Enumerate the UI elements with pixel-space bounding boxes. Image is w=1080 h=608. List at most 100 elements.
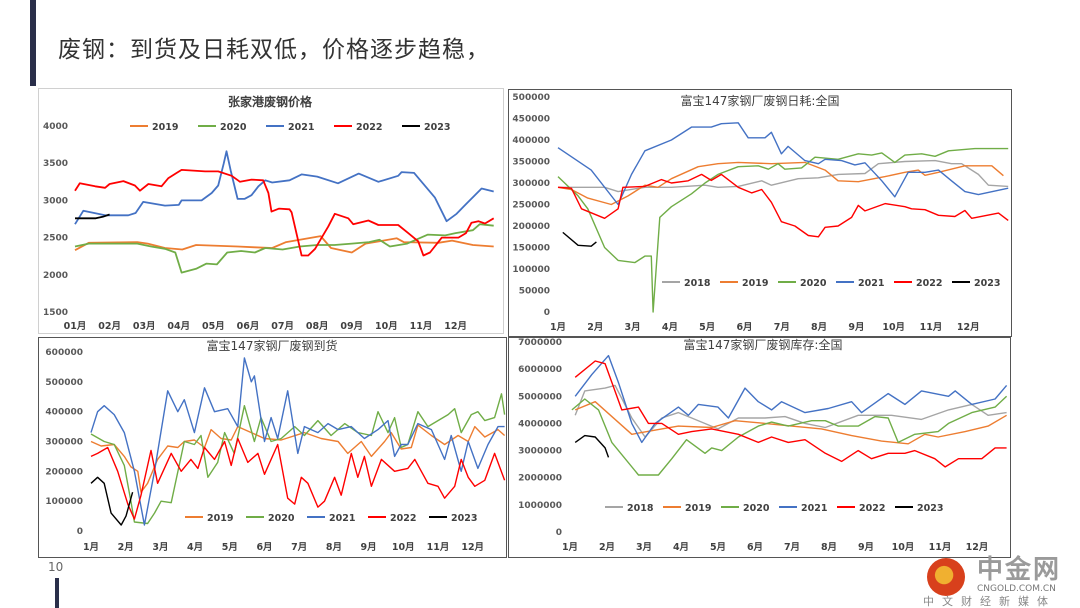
x-tick-label: 4月 [187, 542, 203, 553]
y-tick-label: 400000 [512, 136, 550, 146]
legend-label-2023: 2023 [424, 122, 450, 133]
legend-label-2020: 2020 [743, 503, 770, 514]
series-line-2019 [574, 401, 1007, 445]
chart-3: 富宝147家钢厂废钢库存:全国 0 1000000 2000000 3000000 400… [518, 337, 1008, 553]
x-tick-label: 08月 [306, 321, 329, 332]
y-tick-label: 350000 [512, 158, 550, 168]
watermark-brand: 中金网 [977, 555, 1062, 585]
series-line-2023 [75, 213, 110, 220]
x-tick-label: 01月 [64, 321, 87, 332]
series-line-2023 [574, 434, 610, 458]
legend-label-2018: 2018 [627, 503, 654, 514]
x-tick-label: 5月 [222, 542, 238, 553]
legend-label-2019: 2019 [207, 513, 233, 524]
series-line-2022 [557, 173, 1009, 238]
series-line-2021 [90, 357, 505, 526]
y-tick-label: 450000 [512, 115, 550, 125]
x-tick-label: 8月 [326, 542, 342, 553]
page-number: 10 [48, 560, 64, 574]
y-tick-label: 2000 [43, 271, 68, 281]
y-tick-label: 500000 [45, 378, 83, 388]
chart-frame-daily-consumption [508, 89, 1012, 337]
slide-title: 废钢：到货及日耗双低，价格逐步趋稳， [58, 37, 490, 63]
legend-label-2021: 2021 [288, 122, 314, 133]
y-tick-label: 400000 [45, 408, 83, 418]
legend-label-2021: 2021 [858, 278, 884, 289]
x-tick-label: 3月 [636, 542, 652, 553]
cngold-logo-icon [927, 558, 965, 596]
x-tick-label: 9月 [361, 542, 377, 553]
chart-title: 富宝147家钢厂废钢到货 [207, 338, 338, 353]
y-tick-label: 3000000 [518, 447, 562, 457]
y-tick-label: 1000000 [518, 501, 562, 511]
x-tick-label: 1月 [550, 322, 566, 333]
x-tick-label: 2月 [587, 322, 603, 333]
x-tick-label: 12月 [461, 542, 484, 553]
x-tick-label: 6月 [736, 322, 752, 333]
y-tick-label: 500000 [512, 93, 550, 103]
watermark-url: CNGOLD.COM.CN [977, 584, 1056, 594]
y-tick-label: 250000 [512, 201, 550, 211]
y-tick-label: 7000000 [518, 338, 562, 348]
legend-label-2022: 2022 [859, 503, 885, 514]
x-tick-label: 10月 [882, 322, 905, 333]
y-tick-label: 2500 [43, 234, 68, 244]
page-number-bar [55, 578, 59, 608]
x-tick-label: 04月 [167, 321, 190, 332]
x-tick-label: 8月 [811, 322, 827, 333]
x-tick-label: 11月 [427, 542, 450, 553]
y-tick-label: 1500 [43, 308, 68, 318]
x-tick-label: 2月 [118, 542, 134, 553]
x-tick-label: 7月 [784, 542, 800, 553]
legend-label-2023: 2023 [451, 513, 477, 524]
x-tick-label: 10月 [892, 542, 915, 553]
legend-label-2019: 2019 [742, 278, 768, 289]
y-tick-label: 300000 [512, 179, 550, 189]
x-tick-label: 4月 [673, 542, 689, 553]
chart-2: 富宝147家钢厂废钢到货 0 100000 200000 300000 400000 500… [45, 338, 506, 553]
chart-title: 富宝147家钢厂废钢库存:全国 [684, 337, 843, 352]
y-tick-label: 4000000 [518, 419, 562, 429]
x-tick-label: 12月 [444, 321, 467, 332]
x-tick-label: 12月 [957, 322, 980, 333]
x-tick-label: 6月 [747, 542, 763, 553]
x-tick-label: 10月 [392, 542, 415, 553]
series-line-2019 [74, 235, 494, 254]
x-tick-label: 12月 [966, 542, 989, 553]
watermark: 中金网 CNGOLD.COM.CN 中文财经新媒体 [915, 557, 1080, 608]
x-tick-label: 1月 [83, 542, 99, 553]
chart-title: 富宝147家钢厂废钢日耗:全国 [681, 93, 840, 108]
y-tick-label: 300000 [45, 438, 83, 448]
x-tick-label: 8月 [821, 542, 837, 553]
series-line-2021 [574, 354, 1008, 444]
series-line-2021 [74, 150, 494, 225]
y-tick-label: 200000 [45, 467, 83, 477]
legend-label-2020: 2020 [268, 513, 295, 524]
series-line-2018 [574, 384, 1007, 438]
x-tick-label: 07月 [271, 321, 294, 332]
x-tick-label: 1月 [562, 542, 578, 553]
x-tick-label: 9月 [858, 542, 874, 553]
y-tick-label: 0 [556, 528, 562, 538]
y-tick-label: 50000 [519, 287, 550, 297]
legend-label-2022: 2022 [356, 122, 382, 133]
series-line-2019 [90, 424, 506, 493]
legend-label-2023: 2023 [917, 503, 943, 514]
chart-1: 富宝147家钢厂废钢日耗:全国 0 50000 100000 150000 200000 2… [512, 93, 1009, 333]
x-tick-label: 11月 [410, 321, 433, 332]
y-tick-label: 0 [77, 527, 83, 537]
y-tick-label: 150000 [512, 244, 550, 254]
x-tick-label: 06月 [237, 321, 260, 332]
legend-label-2022: 2022 [390, 513, 416, 524]
y-tick-label: 2000000 [518, 474, 562, 484]
legend-label-2019: 2019 [152, 122, 178, 133]
x-tick-label: 02月 [98, 321, 121, 332]
series-line-2022 [90, 437, 506, 520]
x-tick-label: 5月 [699, 322, 715, 333]
y-tick-label: 3500 [43, 159, 68, 169]
x-tick-label: 9月 [848, 322, 864, 333]
series-line-2021 [557, 122, 1009, 206]
y-tick-label: 5000000 [518, 392, 562, 402]
legend-label-2019: 2019 [685, 503, 711, 514]
